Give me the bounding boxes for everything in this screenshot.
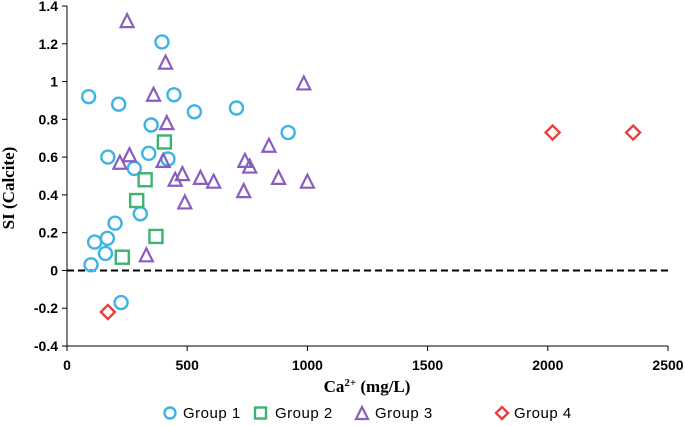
y-tick-label: 0 — [50, 262, 58, 278]
data-point-group-1 — [132, 206, 149, 222]
data-point-group-1 — [113, 294, 129, 311]
x-tick-label: 2000 — [532, 357, 563, 373]
data-point-group-3 — [138, 245, 155, 263]
data-point-group-2 — [137, 172, 153, 188]
data-point-group-3 — [241, 157, 258, 174]
data-point-group-3 — [118, 11, 136, 29]
data-point-group-1 — [110, 96, 127, 112]
data-point-group-3 — [176, 192, 194, 210]
legend-diamond-marker — [494, 405, 510, 421]
axes-layer: -0.4 -0.2 0 0.2 0.4 0.6 0.8 1 1.2 1.4 0 500 1000 1500… — [34, 0, 684, 373]
data-point-group-1 — [100, 149, 116, 165]
legend-label-group-4: Group 4 — [514, 405, 572, 422]
x-axis-title: Ca2+ (mg/L) — [324, 377, 411, 396]
data-point-group-2 — [129, 192, 145, 209]
data-point-group-4 — [99, 303, 117, 321]
data-point-group-4 — [624, 123, 642, 142]
data-point-group-1 — [280, 124, 296, 141]
x-tick-label: 500 — [176, 357, 200, 373]
x-axis-title-superscript: 2+ — [344, 377, 356, 389]
data-point-group-4 — [543, 123, 562, 142]
y-tick-label: 0.2 — [39, 225, 59, 241]
data-point-group-3 — [235, 181, 252, 199]
legend: Group 1 Group 2 Group 3 Group 4 — [163, 404, 572, 422]
data-point-group-1 — [99, 230, 116, 247]
data-point-group-1 — [83, 257, 99, 273]
y-tick-label: 0.4 — [39, 187, 59, 203]
legend-item-group-1: Group 1 — [163, 405, 241, 422]
legend-label-group-1: Group 1 — [183, 405, 241, 422]
data-point-group-3 — [157, 53, 174, 70]
data-point-group-2 — [148, 228, 164, 245]
data-point-group-3 — [121, 145, 138, 163]
y-tick-label: 1.4 — [39, 0, 59, 14]
x-tick-label: 1500 — [412, 357, 443, 373]
y-tick-label: 0.6 — [39, 149, 59, 165]
data-point-group-3 — [260, 136, 278, 153]
legend-item-group-3: Group 3 — [354, 404, 433, 422]
legend-triangle-marker — [354, 404, 370, 421]
legend-item-group-4: Group 4 — [494, 405, 572, 422]
data-point-group-1 — [80, 88, 97, 105]
legend-label-group-3: Group 3 — [375, 405, 433, 422]
legend-label-group-2: Group 2 — [275, 405, 333, 422]
data-point-group-3 — [154, 151, 172, 168]
data-point-group-3 — [299, 172, 316, 189]
data-point-group-3 — [192, 168, 209, 185]
legend-square-marker — [253, 406, 268, 420]
legend-item-group-2: Group 2 — [253, 405, 333, 422]
points-layer — [80, 11, 642, 321]
legend-circle-marker — [163, 406, 177, 420]
y-tick-label: 0.8 — [39, 111, 59, 127]
data-point-group-2 — [114, 249, 130, 265]
y-axis-title: SI (Calcite) — [0, 147, 18, 230]
x-tick-label: 2500 — [652, 357, 683, 373]
data-point-group-1 — [228, 100, 245, 116]
y-tick-label: 1 — [50, 74, 58, 90]
y-tick-label: 1.2 — [39, 36, 59, 52]
x-tick-label: 0 — [63, 357, 71, 373]
data-point-group-3 — [145, 85, 162, 102]
x-tick-label: 1000 — [292, 357, 323, 373]
x-axis-title-main: Ca — [324, 377, 345, 396]
data-point-group-3 — [158, 113, 176, 131]
data-point-group-2 — [156, 134, 173, 150]
data-point-group-1 — [141, 145, 157, 162]
data-point-group-3 — [295, 73, 313, 91]
data-point-group-1 — [166, 87, 182, 103]
data-point-group-1 — [143, 117, 159, 133]
x-axis-title-units: (mg/L) — [356, 377, 410, 396]
data-point-group-3 — [270, 168, 287, 185]
data-point-group-3 — [174, 164, 191, 182]
data-point-group-3 — [205, 172, 222, 189]
y-tick-label: -0.4 — [34, 338, 58, 354]
data-point-group-1 — [154, 34, 170, 50]
data-point-group-1 — [97, 245, 114, 262]
data-point-group-1 — [186, 104, 203, 120]
y-tick-label: -0.2 — [34, 300, 58, 316]
data-point-group-1 — [107, 215, 123, 231]
data-point-group-1 — [86, 234, 103, 250]
